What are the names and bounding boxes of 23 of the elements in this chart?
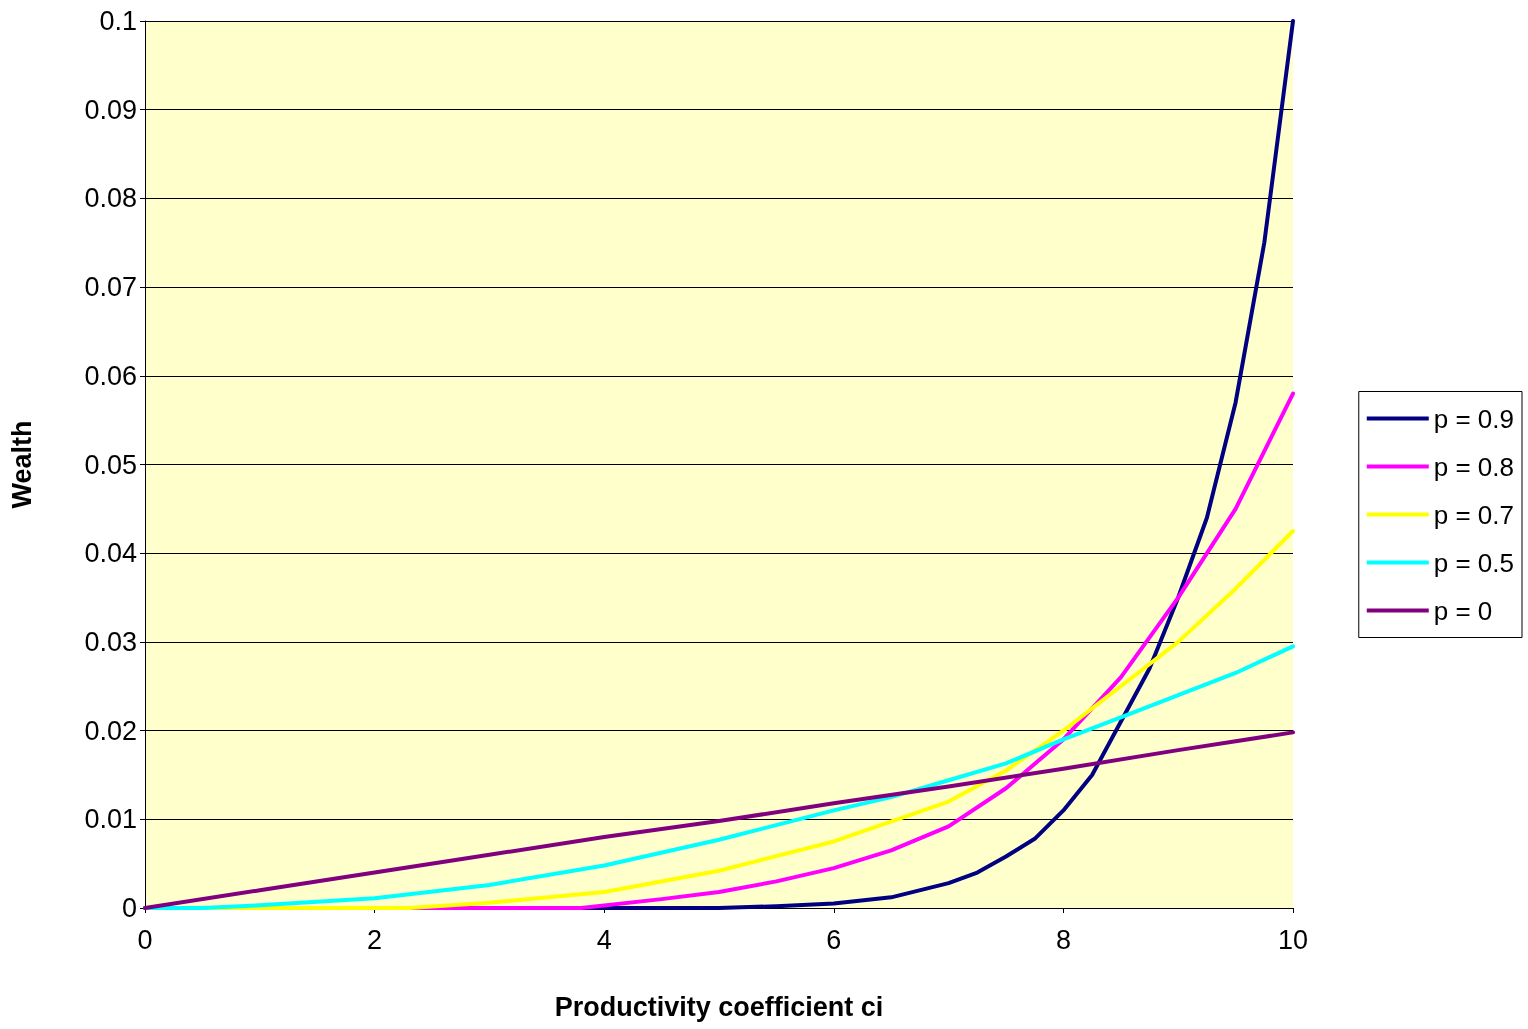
x-tick-label: 2 bbox=[367, 924, 383, 955]
legend-label: p = 0.9 bbox=[1433, 403, 1514, 434]
y-tick-label: 0.1 bbox=[99, 6, 137, 36]
y-axis-title: Wealth bbox=[6, 420, 37, 509]
y-tick-label: 0.02 bbox=[84, 715, 137, 746]
y-tick-label: 0.05 bbox=[84, 449, 137, 480]
x-tick-label: 8 bbox=[1055, 924, 1071, 955]
x-tick-label: 6 bbox=[826, 924, 842, 955]
y-tick-label: 0.09 bbox=[84, 94, 137, 125]
x-tick-label: 10 bbox=[1277, 924, 1309, 955]
y-tick-label: 0.04 bbox=[84, 538, 137, 569]
legend-label: p = 0.5 bbox=[1433, 547, 1514, 578]
x-axis-title: Productivity coefficient ci bbox=[554, 991, 884, 1022]
y-tick-label: 0.01 bbox=[84, 804, 137, 835]
y-tick-label: 0.06 bbox=[84, 360, 137, 391]
y-tick-label: 0 bbox=[121, 893, 137, 923]
legend-label: p = 0.8 bbox=[1433, 451, 1514, 482]
legend-label: p = 0 bbox=[1433, 595, 1493, 626]
legend-label: p = 0.7 bbox=[1433, 499, 1514, 530]
y-tick-label: 0.03 bbox=[84, 626, 137, 657]
y-tick-label: 0.07 bbox=[84, 272, 137, 303]
y-tick-label: 0.08 bbox=[84, 183, 137, 214]
x-tick-label: 4 bbox=[596, 924, 612, 955]
